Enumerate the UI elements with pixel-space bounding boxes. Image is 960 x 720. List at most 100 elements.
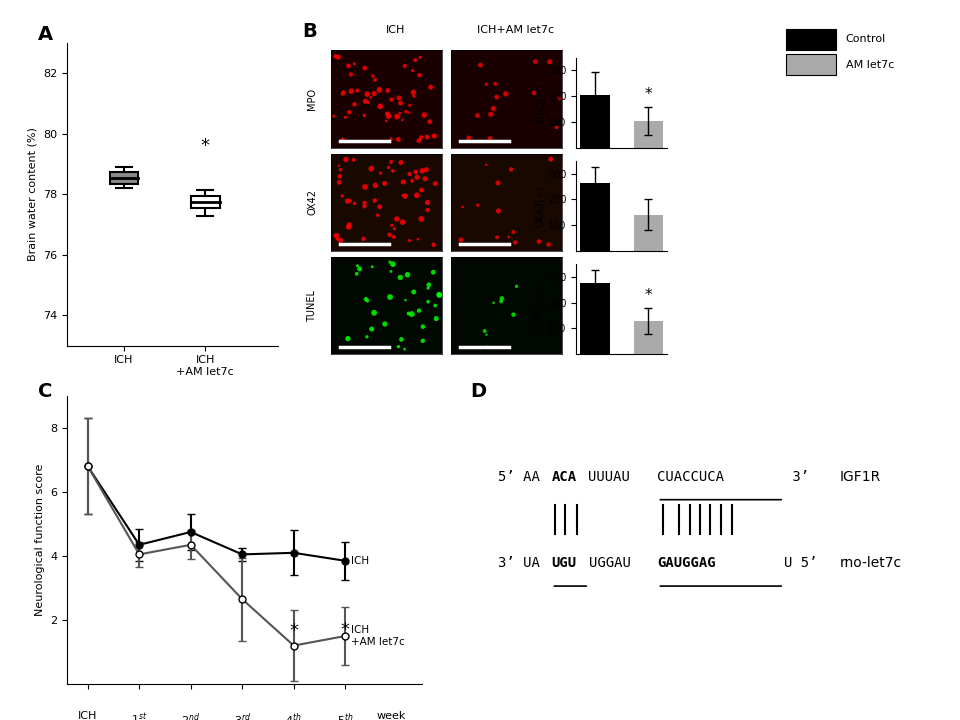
Point xyxy=(368,74,383,86)
Point xyxy=(387,223,402,235)
Bar xyxy=(785,55,836,75)
Point xyxy=(389,213,404,225)
Point xyxy=(357,201,372,212)
Point xyxy=(356,233,372,245)
Point xyxy=(349,85,365,96)
Text: ICH: ICH xyxy=(78,711,98,720)
Text: ICH
+AM let7c: ICH +AM let7c xyxy=(351,625,405,647)
Bar xyxy=(109,171,138,184)
Point xyxy=(427,178,443,189)
Point xyxy=(381,111,396,122)
Point xyxy=(394,333,409,345)
Point xyxy=(334,190,349,202)
Point xyxy=(358,293,373,305)
Point xyxy=(431,289,446,300)
Point xyxy=(380,85,396,96)
Text: TUNEL: TUNEL xyxy=(307,289,317,322)
Point xyxy=(423,81,439,93)
Point xyxy=(540,239,556,251)
Point xyxy=(479,329,494,341)
Point xyxy=(364,323,379,335)
Point xyxy=(479,78,494,90)
Point xyxy=(479,159,494,171)
Y-axis label: TUNEL(+): TUNEL(+) xyxy=(535,285,545,333)
Point xyxy=(367,307,382,318)
Point xyxy=(335,134,350,145)
Text: 1$^{st}$: 1$^{st}$ xyxy=(131,711,148,720)
Point xyxy=(336,86,351,97)
Point xyxy=(543,153,559,165)
Text: UGU: UGU xyxy=(551,556,577,570)
Point xyxy=(416,321,431,333)
Point xyxy=(378,115,394,127)
Point xyxy=(341,221,356,233)
Point xyxy=(396,343,412,355)
Point xyxy=(409,171,424,183)
Point xyxy=(414,184,429,196)
Point xyxy=(420,204,435,216)
Y-axis label: Neurological function score: Neurological function score xyxy=(35,464,45,616)
Point xyxy=(393,271,408,283)
Point xyxy=(415,335,430,346)
Point xyxy=(357,197,372,209)
Point xyxy=(330,51,346,63)
Text: 4$^{th}$: 4$^{th}$ xyxy=(285,711,302,720)
Point xyxy=(357,96,372,107)
Point xyxy=(360,96,375,108)
Point xyxy=(411,305,426,316)
Point xyxy=(397,190,413,202)
Point xyxy=(419,164,434,176)
Y-axis label: OX42(+): OX42(+) xyxy=(535,185,545,227)
Point xyxy=(333,164,348,176)
Point xyxy=(367,194,382,206)
Point xyxy=(395,114,410,126)
Text: GAUGGAG: GAUGGAG xyxy=(658,556,716,570)
Point xyxy=(412,69,427,81)
Point xyxy=(344,68,359,80)
Point xyxy=(338,154,353,166)
Point xyxy=(425,266,441,278)
Point xyxy=(372,167,388,179)
Text: CUACCUCA: CUACCUCA xyxy=(658,469,725,484)
Text: UGGAU: UGGAU xyxy=(589,556,631,570)
Point xyxy=(332,171,348,182)
Point xyxy=(453,234,468,246)
Text: IGF1R: IGF1R xyxy=(839,469,880,484)
Bar xyxy=(785,29,836,50)
Point xyxy=(349,260,365,271)
Point xyxy=(491,177,506,189)
Point xyxy=(363,91,378,103)
Text: U 5’: U 5’ xyxy=(784,556,818,570)
Point xyxy=(382,256,397,268)
Point xyxy=(382,229,397,240)
Bar xyxy=(634,215,663,251)
Point xyxy=(386,231,401,243)
Point xyxy=(528,56,543,68)
Point xyxy=(352,264,368,275)
Point xyxy=(381,162,396,174)
Point xyxy=(486,297,501,309)
Point xyxy=(494,292,510,304)
Point xyxy=(342,219,357,230)
Point xyxy=(407,55,422,66)
Point xyxy=(384,94,399,105)
Text: *: * xyxy=(644,87,652,102)
Point xyxy=(428,313,444,325)
Text: UUUAU: UUUAU xyxy=(588,469,638,484)
Point xyxy=(455,201,470,212)
Point xyxy=(383,266,398,277)
Point xyxy=(414,213,429,225)
Point xyxy=(385,258,400,270)
Bar xyxy=(634,121,663,148)
Point xyxy=(326,110,342,122)
Point xyxy=(366,71,381,82)
Bar xyxy=(191,196,220,208)
Point xyxy=(360,294,375,306)
Point xyxy=(329,230,345,241)
Text: D: D xyxy=(470,382,487,400)
Point xyxy=(526,87,541,99)
Point xyxy=(400,269,416,281)
Point xyxy=(551,93,566,104)
Point xyxy=(396,189,411,201)
Point xyxy=(343,195,358,207)
